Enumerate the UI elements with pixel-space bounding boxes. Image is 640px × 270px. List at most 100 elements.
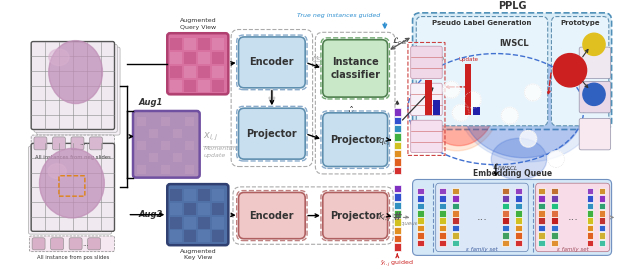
Bar xyxy=(598,210,605,217)
Bar xyxy=(538,210,545,217)
Bar xyxy=(440,225,446,231)
Bar xyxy=(417,188,424,194)
Text: Aug2: Aug2 xyxy=(138,210,163,219)
Bar xyxy=(212,230,224,242)
Bar xyxy=(587,188,593,194)
Bar xyxy=(538,188,545,194)
Text: $*\lambda$: $*\lambda$ xyxy=(424,97,431,105)
Bar xyxy=(452,239,459,246)
Bar xyxy=(538,217,545,224)
Bar xyxy=(184,79,196,92)
Bar xyxy=(552,210,558,217)
FancyBboxPatch shape xyxy=(34,137,47,150)
Bar xyxy=(473,107,480,115)
Bar xyxy=(587,202,593,209)
Bar xyxy=(452,195,459,202)
Bar xyxy=(552,232,558,239)
Circle shape xyxy=(583,33,605,55)
Bar xyxy=(212,66,224,78)
FancyBboxPatch shape xyxy=(536,183,610,252)
Bar xyxy=(440,232,446,239)
Bar xyxy=(161,117,170,126)
Bar xyxy=(394,158,401,166)
Bar xyxy=(502,210,509,217)
Bar xyxy=(212,38,224,50)
Bar xyxy=(502,188,509,194)
FancyBboxPatch shape xyxy=(31,143,115,231)
Circle shape xyxy=(520,130,536,147)
Bar xyxy=(440,188,446,194)
Text: $*(1-\lambda)$: $*(1-\lambda)$ xyxy=(424,54,444,63)
Bar xyxy=(170,38,182,50)
Bar xyxy=(394,218,401,226)
Bar xyxy=(417,195,424,202)
Text: $+$: $+$ xyxy=(424,87,433,97)
Bar xyxy=(538,195,545,202)
FancyBboxPatch shape xyxy=(133,111,200,178)
Ellipse shape xyxy=(422,58,496,146)
FancyBboxPatch shape xyxy=(579,118,611,150)
Bar xyxy=(137,165,146,174)
Circle shape xyxy=(452,104,469,121)
Bar xyxy=(212,217,224,228)
Bar xyxy=(587,217,593,224)
Bar xyxy=(394,235,401,242)
Bar xyxy=(170,79,182,92)
Text: All instances from neg slides: All instances from neg slides xyxy=(35,156,111,160)
FancyBboxPatch shape xyxy=(552,16,609,126)
Bar xyxy=(440,217,446,224)
Text: ...: ... xyxy=(79,140,86,146)
Text: $\mathcal{L}_{IWSCL}$: $\mathcal{L}_{IWSCL}$ xyxy=(492,162,518,173)
Bar xyxy=(452,202,459,209)
Text: $\hat{y}_{i,j}$: $\hat{y}_{i,j}$ xyxy=(348,104,363,121)
Bar xyxy=(552,202,558,209)
Bar xyxy=(185,165,194,174)
Bar xyxy=(417,239,424,246)
Bar xyxy=(587,225,593,231)
Bar xyxy=(137,141,146,150)
Ellipse shape xyxy=(492,138,547,180)
Text: Projector: Projector xyxy=(246,129,297,139)
Bar xyxy=(198,79,210,92)
Text: Augmented
Key View: Augmented Key View xyxy=(179,249,216,260)
Bar xyxy=(515,225,522,231)
Bar xyxy=(198,52,210,64)
Bar xyxy=(394,108,401,116)
Text: Momentum
update: Momentum update xyxy=(204,146,239,158)
Ellipse shape xyxy=(459,51,598,162)
Text: enqueue: enqueue xyxy=(394,221,419,226)
Text: Augmented
Query View: Augmented Query View xyxy=(179,18,216,29)
Bar xyxy=(452,232,459,239)
Bar xyxy=(598,239,605,246)
Circle shape xyxy=(525,84,541,101)
Ellipse shape xyxy=(413,49,501,151)
Bar xyxy=(598,195,605,202)
FancyBboxPatch shape xyxy=(579,81,611,113)
Text: $\hat{y}_{i,j}$ guided: $\hat{y}_{i,j}$ guided xyxy=(380,258,414,269)
Bar xyxy=(184,189,196,201)
Bar xyxy=(587,210,593,217)
Bar xyxy=(417,210,424,217)
Bar xyxy=(212,189,224,201)
Text: Aug1: Aug1 xyxy=(138,98,163,107)
Bar xyxy=(502,225,509,231)
Text: Embedding Queue: Embedding Queue xyxy=(472,169,552,178)
FancyBboxPatch shape xyxy=(167,33,228,94)
Bar xyxy=(515,217,522,224)
FancyBboxPatch shape xyxy=(436,183,528,252)
Text: $k_{i,j}$: $k_{i,j}$ xyxy=(378,211,391,224)
Bar xyxy=(440,210,446,217)
Text: ...: ... xyxy=(477,211,488,221)
Bar xyxy=(452,188,459,194)
Bar xyxy=(502,239,509,246)
Bar xyxy=(170,230,182,242)
Bar xyxy=(502,232,509,239)
Ellipse shape xyxy=(40,148,104,218)
Bar xyxy=(425,79,431,115)
Ellipse shape xyxy=(48,164,67,178)
Bar xyxy=(515,232,522,239)
FancyBboxPatch shape xyxy=(413,180,612,255)
Bar xyxy=(452,217,459,224)
Bar xyxy=(598,232,605,239)
Text: Instance
classifier: Instance classifier xyxy=(330,57,380,80)
